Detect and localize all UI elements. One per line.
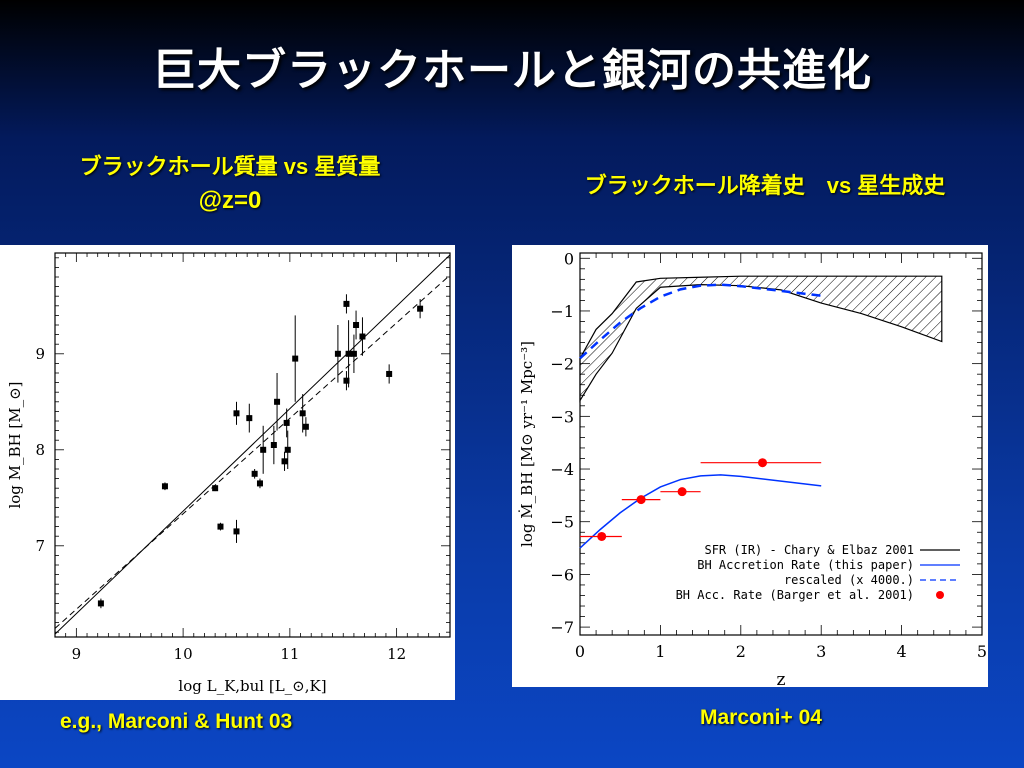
y-tick-label: 7: [35, 537, 45, 555]
x-tick-label: 4: [897, 642, 907, 661]
x-tick-label: 10: [174, 645, 193, 663]
data-point: [274, 398, 281, 405]
data-point: [417, 305, 424, 312]
x-tick-label: 12: [387, 645, 406, 663]
y-tick-label: −5: [550, 513, 574, 532]
y-tick-label: 8: [35, 441, 45, 459]
data-point: [97, 600, 104, 607]
y-axis-label: log M_BH [M_⊙]: [6, 381, 24, 508]
barger-data-point: [758, 458, 768, 468]
data-point: [246, 415, 253, 422]
data-point: [350, 350, 357, 357]
accretion-history-chart-panel: 0 1 2 3 4 5 0 −1 −2 −3 −4 −5 −6 −7 z log Ṁ_BH [M⊙ yr⁻¹ …: [512, 245, 988, 690]
y-tick-label: −4: [550, 460, 574, 479]
data-point: [343, 377, 350, 384]
left-subtitle-line1: ブラックホール質量 vs 星質量: [79, 154, 381, 179]
left-subtitle-line2: @z=0: [198, 187, 262, 214]
data-point: [299, 410, 306, 417]
x-axis-label: z: [777, 670, 786, 687]
data-point: [281, 458, 288, 465]
plot-frame: [54, 252, 451, 638]
y-tick-label: −6: [550, 565, 574, 584]
data-point: [353, 322, 360, 328]
barger-data-point: [677, 487, 687, 497]
data-point: [161, 483, 168, 490]
right-subtitle: ブラックホール降着史 vs 星生成史: [584, 173, 946, 198]
data-point: [284, 446, 291, 453]
data-point: [260, 446, 267, 453]
x-tick-label: 5: [977, 642, 987, 661]
legend-entry-label: rescaled (x 4000.): [784, 573, 914, 587]
plot-frame: [579, 252, 983, 636]
mbh-luminosity-chart: 9 10 11 12 7 8 9 log L_K,bul [L_⊙,K] log M_BH [M…: [6, 252, 451, 695]
barger-data-point: [597, 531, 607, 541]
data-point: [302, 423, 309, 430]
data-point: [233, 410, 240, 417]
sfr-hatched-band: [579, 275, 943, 403]
legend-entry-label: SFR (IR) - Chary & Elbaz 2001: [704, 543, 914, 557]
legend-entry-label: BH Accretion Rate (this paper): [697, 558, 914, 572]
mbh-luminosity-chart-panel: 9 10 11 12 7 8 9 log L_K,bul [L_⊙,K] log M_BH [M…: [0, 245, 455, 700]
x-axis-label: log L_K,bul [L_⊙,K]: [178, 677, 326, 695]
y-axis-label: log Ṁ_BH [M⊙ yr⁻¹ Mpc⁻³]: [518, 341, 536, 547]
y-tick-label: −3: [550, 407, 574, 426]
barger-data-point: [636, 495, 646, 505]
right-caption: Marconi+ 04: [700, 706, 822, 729]
left-subtitle: ブラックホール質量 vs 星質量 @z=0: [20, 150, 440, 218]
legend-sample-barger: [936, 591, 944, 599]
y-tick-label: −7: [550, 618, 574, 637]
y-tick-label: 0: [564, 249, 574, 268]
x-tick-label: 2: [736, 642, 746, 661]
data-point: [283, 419, 290, 426]
x-tick-label: 0: [575, 642, 585, 661]
data-point: [233, 528, 240, 535]
data-point: [359, 333, 366, 340]
data-point: [343, 300, 350, 307]
data-point: [256, 480, 263, 487]
accretion-history-chart: 0 1 2 3 4 5 0 −1 −2 −3 −4 −5 −6 −7 z log Ṁ_BH [M⊙ yr⁻¹ …: [518, 249, 987, 690]
fit-line-solid: [54, 254, 451, 635]
y-tick-label: 9: [35, 345, 45, 363]
data-point: [292, 355, 299, 362]
fit-line-dashed: [54, 274, 451, 629]
x-tick-label: 9: [72, 645, 82, 663]
data-point: [217, 523, 224, 530]
x-tick-label: 3: [816, 642, 826, 661]
x-tick-label: 1: [655, 642, 665, 661]
y-tick-label: −1: [550, 302, 574, 321]
x-tick-label: 11: [280, 645, 299, 663]
data-point: [212, 485, 219, 492]
y-tick-label: −2: [550, 355, 574, 374]
left-caption: e.g., Marconi & Hunt 03: [60, 710, 293, 733]
data-point: [386, 370, 393, 377]
bh-accretion-rate-line: [579, 474, 822, 549]
data-point: [334, 350, 341, 357]
legend-entry-label: BH Acc. Rate (Barger et al. 2001): [676, 588, 914, 602]
data-point: [251, 470, 258, 477]
data-point: [270, 442, 277, 448]
slide-title: 巨大ブラックホールと銀河の共進化: [152, 46, 872, 95]
data-point: [345, 350, 352, 357]
rescaled-accretion-line: [579, 283, 822, 360]
